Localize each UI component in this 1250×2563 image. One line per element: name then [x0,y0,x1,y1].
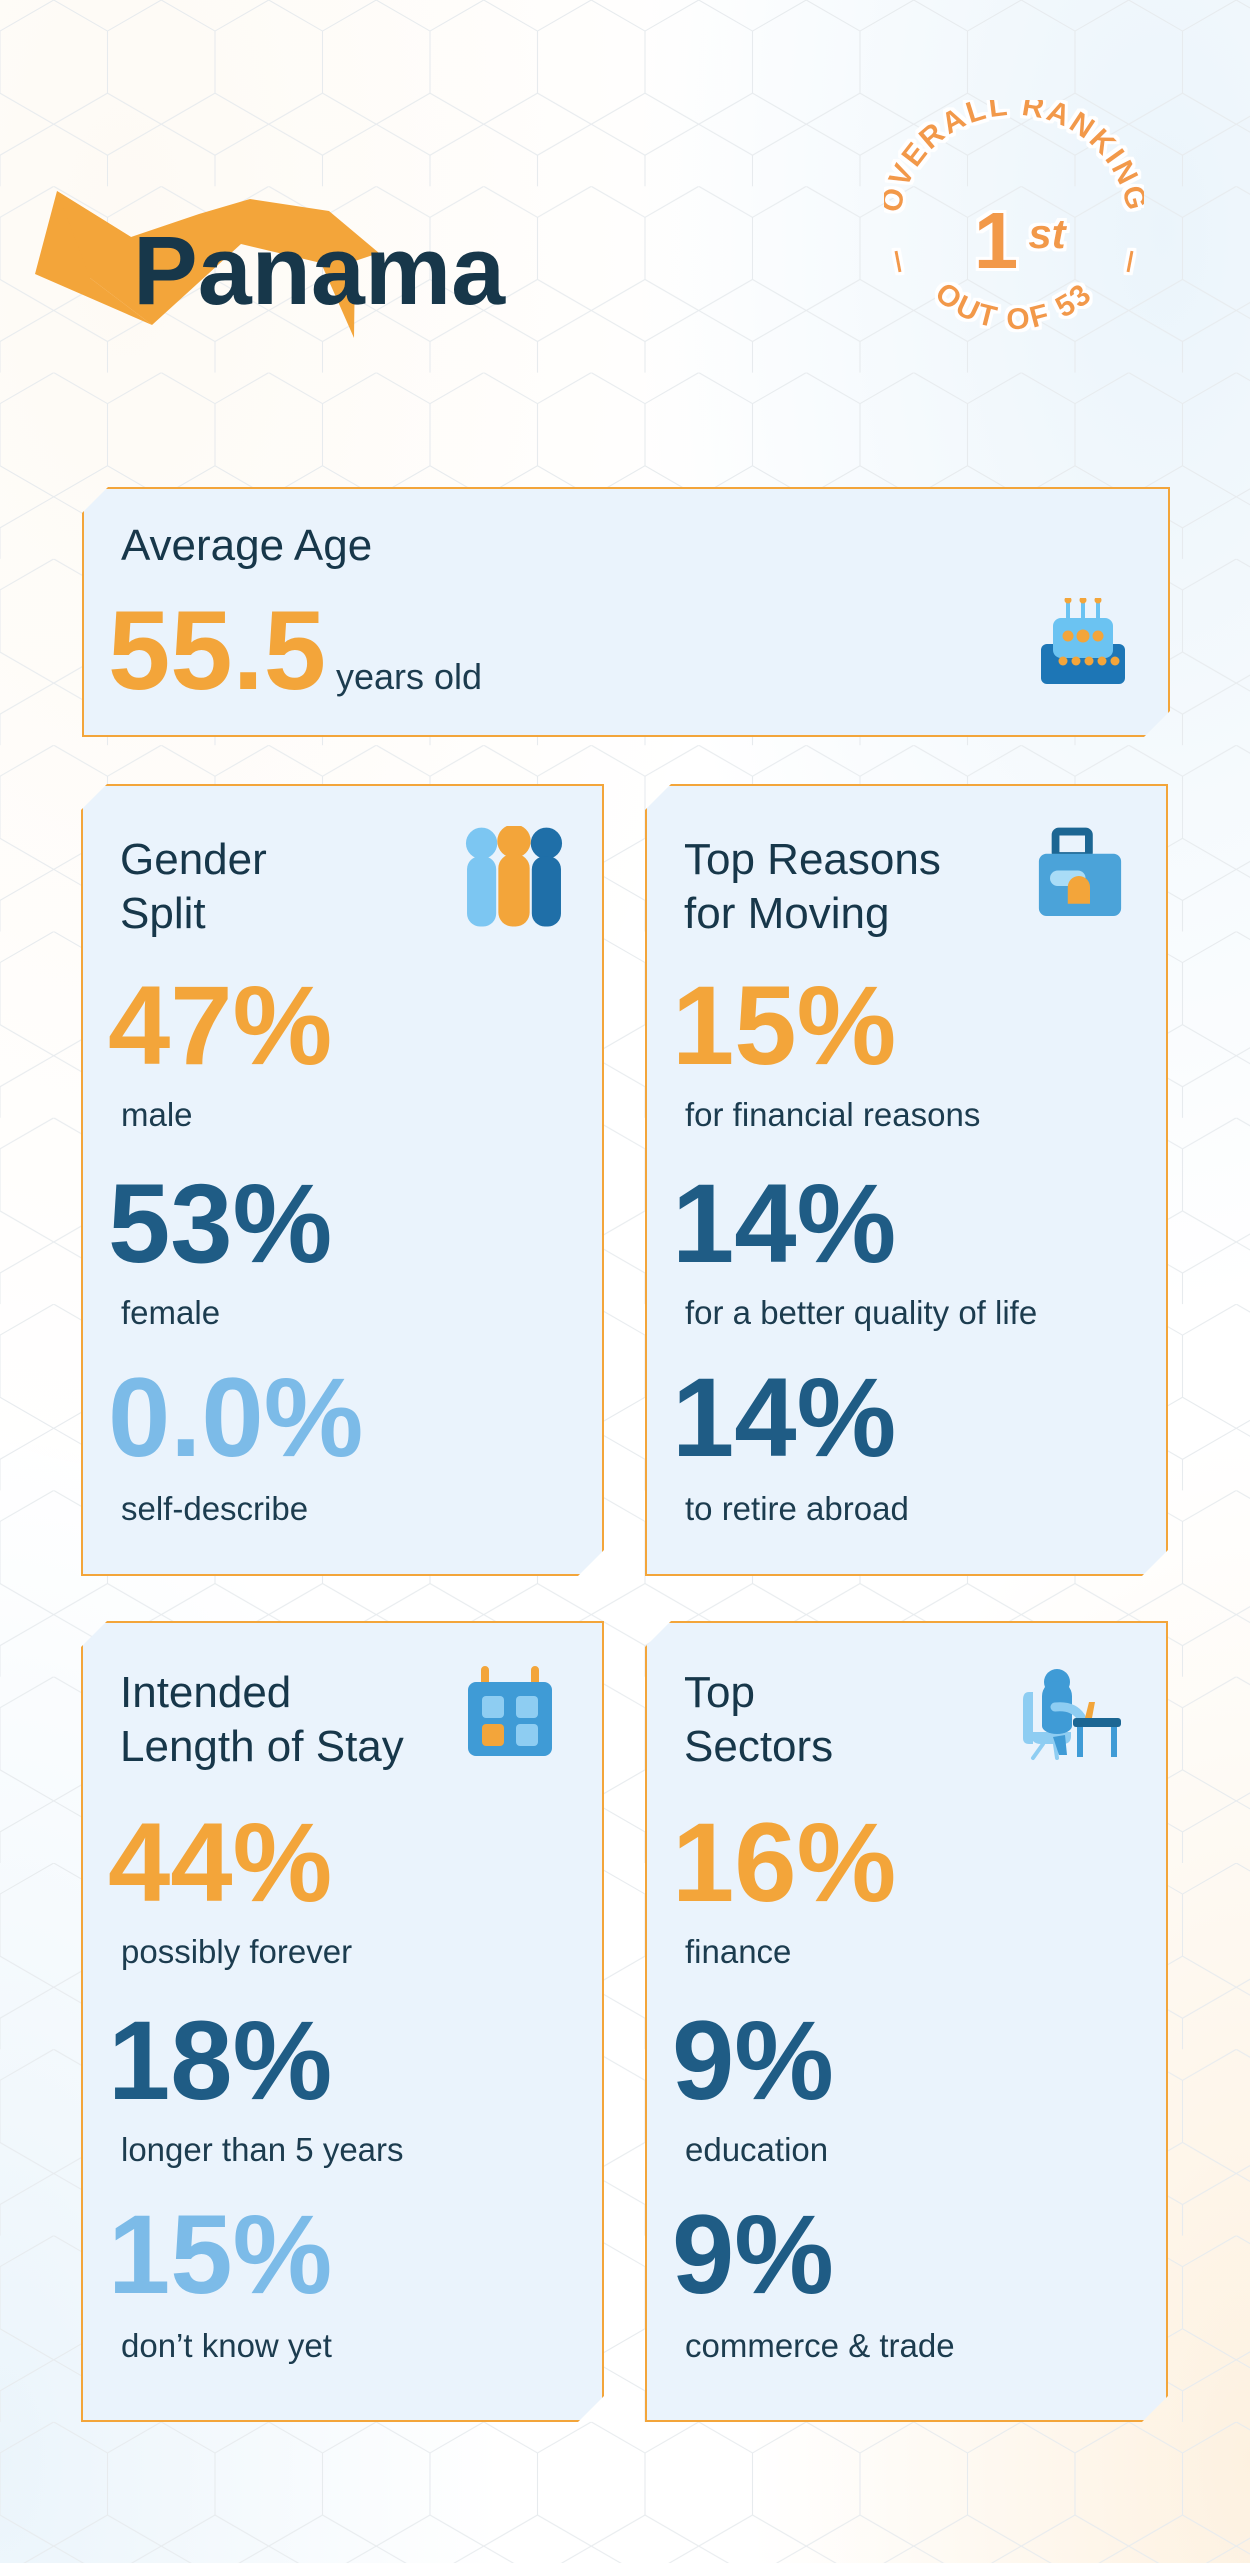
svg-text:st: st [1028,210,1067,257]
svg-text:1: 1 [974,196,1019,285]
svg-text:OUT OF 53: OUT OF 53 [929,276,1099,336]
